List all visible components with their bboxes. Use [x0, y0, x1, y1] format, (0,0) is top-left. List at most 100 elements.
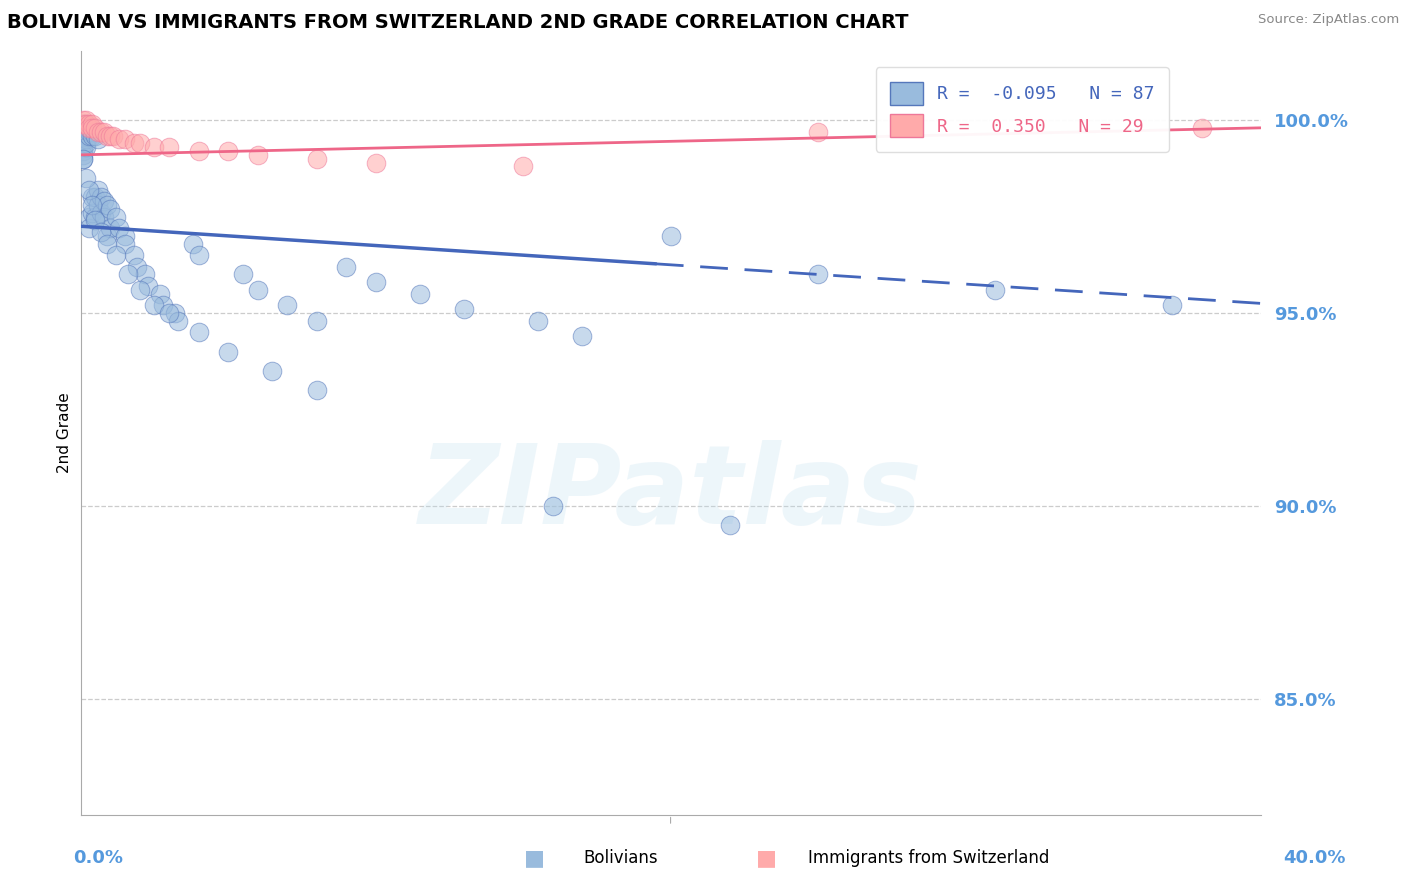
Point [122, 136, 145, 151]
Point [134, 268, 156, 282]
Point [163, 306, 186, 320]
Point [143, 140, 166, 154]
Point [79, 120, 101, 135]
Text: ■: ■ [756, 848, 776, 868]
Point [217, 344, 239, 359]
Point [984, 283, 1007, 297]
Point [96, 236, 118, 251]
Point [90, 225, 112, 239]
Point [75, 125, 97, 139]
Point [79, 120, 101, 135]
Point [72, 132, 94, 146]
Point [75, 120, 97, 135]
Point [1191, 120, 1213, 135]
Point [90, 205, 112, 219]
Point [82, 128, 104, 143]
Text: BOLIVIAN VS IMMIGRANTS FROM SWITZERLAND 2ND GRADE CORRELATION CHART: BOLIVIAN VS IMMIGRANTS FROM SWITZERLAND … [7, 13, 908, 32]
Point [87, 125, 110, 139]
Point [246, 148, 269, 162]
Point [72, 152, 94, 166]
Point [262, 364, 284, 378]
Point [75, 132, 97, 146]
Point [84, 210, 107, 224]
Point [90, 125, 112, 139]
Point [72, 152, 94, 166]
Point [246, 283, 269, 297]
Point [807, 125, 830, 139]
Point [364, 155, 387, 169]
Point [276, 298, 298, 312]
Point [138, 279, 160, 293]
Point [72, 113, 94, 128]
Point [152, 298, 174, 312]
Point [82, 198, 104, 212]
Point [75, 113, 97, 128]
Point [87, 198, 110, 212]
Text: 0.0%: 0.0% [73, 849, 124, 867]
Point [187, 326, 209, 340]
Point [143, 298, 166, 312]
Point [305, 383, 328, 397]
Legend: R =  -0.095   N = 87, R =  0.350   N = 29: R = -0.095 N = 87, R = 0.350 N = 29 [876, 68, 1168, 152]
Point [72, 140, 94, 154]
Point [527, 314, 550, 328]
Point [79, 221, 101, 235]
Point [72, 125, 94, 139]
Point [167, 314, 190, 328]
Point [75, 140, 97, 154]
Point [75, 171, 97, 186]
Point [96, 198, 118, 212]
Text: ZIPatlas: ZIPatlas [419, 441, 922, 547]
Point [364, 275, 387, 289]
Point [93, 194, 115, 208]
Point [84, 128, 107, 143]
Point [72, 144, 94, 158]
Point [718, 518, 741, 533]
Point [101, 128, 124, 143]
Point [157, 140, 180, 154]
Point [149, 286, 172, 301]
Point [93, 210, 115, 224]
Point [82, 190, 104, 204]
Text: ■: ■ [524, 848, 544, 868]
Point [122, 248, 145, 262]
Point [87, 183, 110, 197]
Point [305, 152, 328, 166]
Point [128, 283, 150, 297]
Point [98, 128, 121, 143]
Point [117, 268, 139, 282]
Point [659, 228, 682, 243]
Point [87, 132, 110, 146]
Point [232, 268, 254, 282]
Point [104, 210, 127, 224]
Point [82, 120, 104, 135]
Point [79, 128, 101, 143]
Text: Bolivians: Bolivians [583, 849, 658, 867]
Point [807, 268, 830, 282]
Point [82, 205, 104, 219]
Point [541, 499, 564, 513]
Text: 40.0%: 40.0% [1284, 849, 1346, 867]
Point [187, 144, 209, 158]
Point [571, 329, 593, 343]
Point [72, 136, 94, 151]
Point [75, 128, 97, 143]
Point [75, 136, 97, 151]
Point [453, 302, 475, 317]
Point [114, 132, 136, 146]
Point [1161, 298, 1184, 312]
Point [128, 136, 150, 151]
Point [82, 125, 104, 139]
Point [409, 286, 432, 301]
Point [217, 144, 239, 158]
Point [79, 125, 101, 139]
Point [72, 148, 94, 162]
Text: Source: ZipAtlas.com: Source: ZipAtlas.com [1258, 13, 1399, 27]
Point [84, 213, 107, 227]
Point [84, 120, 107, 135]
Text: Immigrants from Switzerland: Immigrants from Switzerland [808, 849, 1050, 867]
Point [79, 183, 101, 197]
Point [96, 228, 118, 243]
Point [79, 210, 101, 224]
Point [104, 248, 127, 262]
